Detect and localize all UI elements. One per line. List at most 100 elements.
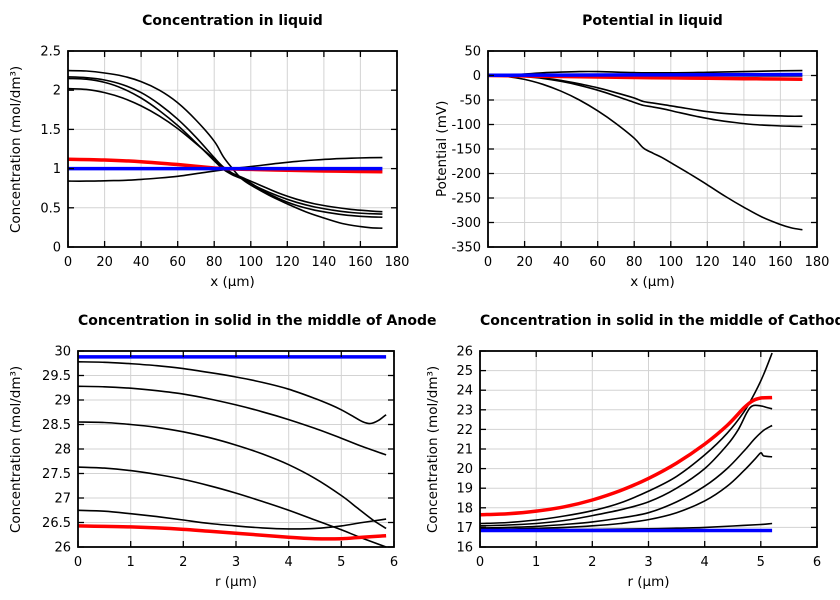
chart-concentration-solid-cathode: Concentration in solid in the middle of …: [420, 300, 840, 600]
svg-text:16: 16: [456, 541, 473, 556]
svg-text:-200: -200: [451, 167, 481, 182]
grid-lines: [488, 51, 817, 247]
grid-lines: [78, 351, 394, 547]
svg-text:40: 40: [553, 255, 570, 270]
tick-labels: 0 1 2 3 4 5 6 26 26.5 27 27.5 28 28.5 29 29.5 30: [42, 345, 398, 571]
chart-concentration-solid-anode: Concentration in solid in the middle of …: [0, 300, 437, 600]
series-curves: [67, 69, 383, 229]
svg-text:20: 20: [516, 255, 533, 270]
series-black-4: [479, 452, 773, 530]
svg-text:40: 40: [133, 255, 150, 270]
svg-text:100: 100: [658, 255, 683, 270]
svg-text:26.5: 26.5: [42, 516, 71, 531]
series-black-1: [487, 74, 803, 231]
svg-text:120: 120: [695, 255, 720, 270]
series-black-3: [67, 77, 383, 215]
series-black-2: [487, 74, 803, 128]
grid-lines: [68, 51, 397, 247]
tick-labels: 0 20 40 60 80 100 120 140 160 180 0 0.5 1 1.5 2 2.5: [40, 45, 409, 271]
svg-text:22: 22: [456, 423, 473, 438]
svg-text:-100: -100: [451, 118, 481, 133]
series-black-4: [77, 466, 387, 548]
chart-title: Potential in liquid: [582, 13, 723, 29]
svg-text:29.5: 29.5: [42, 369, 71, 384]
svg-text:3: 3: [232, 555, 240, 570]
chart-potential-in-liquid: Potential in liquid Potential (mV) 0 20 40…: [420, 0, 840, 300]
svg-text:140: 140: [311, 255, 336, 270]
svg-text:50: 50: [464, 45, 481, 60]
svg-text:2: 2: [588, 555, 596, 570]
svg-text:0: 0: [64, 255, 72, 270]
svg-text:80: 80: [626, 255, 643, 270]
x-axis-label: r (µm): [627, 574, 670, 590]
svg-text:4: 4: [701, 555, 709, 570]
svg-text:30: 30: [54, 345, 71, 360]
svg-text:5: 5: [337, 555, 345, 570]
svg-text:100: 100: [238, 255, 263, 270]
svg-text:-250: -250: [451, 192, 481, 207]
svg-text:0: 0: [473, 69, 481, 84]
svg-text:28: 28: [54, 443, 71, 458]
svg-text:80: 80: [206, 255, 223, 270]
svg-text:60: 60: [169, 255, 186, 270]
svg-text:1: 1: [532, 555, 540, 570]
svg-text:29: 29: [54, 394, 71, 409]
series-black-1: [67, 69, 383, 229]
x-axis-label: r (µm): [214, 574, 258, 590]
series-blue: [487, 72, 803, 78]
svg-text:6: 6: [813, 555, 821, 570]
axes-frame: [479, 350, 818, 548]
svg-text:6: 6: [390, 555, 398, 570]
svg-text:160: 160: [768, 255, 793, 270]
svg-text:180: 180: [385, 255, 410, 270]
svg-text:2: 2: [53, 84, 61, 99]
svg-text:20: 20: [456, 462, 473, 477]
plot-canvas: 0 20 40 60 80 100 120 140 160 180 0 0.5 1 1.5 2 2.5: [40, 45, 409, 271]
svg-text:0: 0: [53, 241, 61, 256]
chart-title: Concentration in solid in the middle of …: [78, 313, 437, 329]
axes-frame: [77, 350, 395, 548]
chart-title: Concentration in solid in the middle of …: [480, 313, 840, 329]
svg-text:4: 4: [285, 555, 293, 570]
series-black-5: [77, 509, 387, 530]
series-black-3: [479, 424, 773, 529]
svg-text:24: 24: [456, 384, 473, 399]
svg-text:160: 160: [348, 255, 373, 270]
svg-text:28.5: 28.5: [42, 418, 71, 433]
svg-text:-150: -150: [451, 143, 481, 158]
svg-text:20: 20: [96, 255, 113, 270]
svg-text:3: 3: [644, 555, 652, 570]
series-curves: [77, 355, 387, 548]
series-black-2: [77, 385, 387, 456]
svg-text:0: 0: [476, 555, 484, 570]
series-black-2: [67, 76, 383, 218]
svg-text:17: 17: [456, 521, 473, 536]
svg-text:140: 140: [731, 255, 756, 270]
svg-text:21: 21: [456, 443, 473, 458]
svg-text:-50: -50: [460, 94, 481, 109]
svg-text:23: 23: [456, 403, 473, 418]
series-black-2: [479, 404, 773, 527]
axes-frame: [67, 50, 398, 248]
x-axis-label: x (µm): [210, 274, 255, 290]
svg-text:26: 26: [456, 345, 473, 360]
tick-labels: 0 20 40 60 80 100 120 140 160 180 -350 -300 -250 -200…: [451, 45, 829, 271]
plot-canvas: 0 20 40 60 80 100 120 140 160 180 -350 -300 -250 -200…: [451, 45, 829, 271]
svg-text:1.5: 1.5: [40, 123, 61, 138]
svg-text:120: 120: [275, 255, 300, 270]
chart-title: Concentration in liquid: [142, 13, 323, 29]
plot-canvas: 0 1 2 3 4 5 6 26 26.5 27 27.5 28 28.5 29 29.5 30: [42, 345, 398, 571]
series-black-3: [487, 74, 803, 118]
svg-text:25: 25: [456, 364, 473, 379]
svg-text:0.5: 0.5: [40, 201, 61, 216]
series-curves: [479, 352, 773, 533]
svg-text:26: 26: [54, 541, 71, 556]
x-axis-label: x (µm): [630, 274, 675, 290]
series-red: [479, 395, 773, 517]
svg-text:180: 180: [805, 255, 830, 270]
series-curves: [487, 69, 803, 231]
svg-text:27.5: 27.5: [42, 467, 71, 482]
